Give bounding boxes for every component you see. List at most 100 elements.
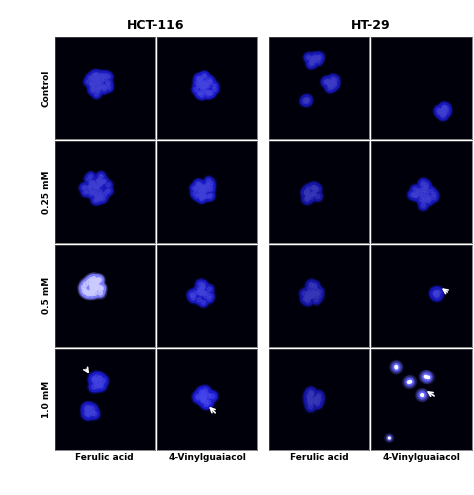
Circle shape: [436, 290, 441, 295]
Circle shape: [98, 375, 109, 386]
Circle shape: [204, 189, 208, 193]
Circle shape: [97, 176, 109, 188]
Circle shape: [86, 184, 97, 196]
Circle shape: [99, 195, 107, 202]
Circle shape: [414, 187, 422, 195]
Circle shape: [195, 287, 205, 297]
Circle shape: [91, 78, 102, 90]
Circle shape: [198, 282, 202, 286]
Circle shape: [93, 175, 105, 187]
Circle shape: [88, 410, 92, 414]
Circle shape: [435, 104, 447, 117]
Circle shape: [203, 180, 212, 190]
Circle shape: [91, 385, 96, 389]
Circle shape: [196, 280, 204, 289]
Circle shape: [300, 187, 312, 199]
Circle shape: [308, 291, 318, 301]
Circle shape: [197, 79, 209, 91]
Circle shape: [201, 82, 210, 91]
Circle shape: [328, 81, 336, 89]
Circle shape: [201, 83, 209, 91]
Circle shape: [419, 185, 428, 195]
Circle shape: [197, 79, 206, 88]
Circle shape: [103, 77, 107, 81]
Circle shape: [302, 187, 312, 197]
Circle shape: [96, 196, 103, 203]
Circle shape: [91, 180, 101, 190]
Circle shape: [98, 287, 101, 291]
Circle shape: [97, 289, 104, 297]
Circle shape: [201, 388, 214, 402]
Circle shape: [197, 288, 207, 297]
Circle shape: [422, 188, 426, 192]
Circle shape: [202, 186, 206, 190]
Circle shape: [89, 87, 97, 95]
Circle shape: [209, 80, 220, 92]
Circle shape: [438, 101, 450, 113]
Circle shape: [91, 189, 99, 197]
Circle shape: [88, 179, 95, 187]
Circle shape: [200, 397, 213, 411]
Circle shape: [422, 200, 426, 204]
Circle shape: [205, 87, 217, 99]
Circle shape: [90, 81, 98, 89]
Circle shape: [317, 394, 321, 398]
Circle shape: [304, 395, 317, 408]
Circle shape: [192, 184, 200, 191]
Circle shape: [201, 82, 205, 86]
Circle shape: [202, 74, 206, 78]
Circle shape: [94, 73, 98, 77]
Circle shape: [424, 192, 434, 202]
Circle shape: [206, 193, 214, 200]
Circle shape: [329, 76, 337, 85]
Circle shape: [203, 85, 207, 89]
Circle shape: [198, 280, 208, 290]
Circle shape: [392, 362, 401, 371]
Circle shape: [97, 71, 105, 79]
Circle shape: [93, 276, 102, 285]
Circle shape: [207, 394, 211, 398]
Circle shape: [90, 409, 99, 418]
Circle shape: [419, 192, 427, 200]
Circle shape: [101, 76, 109, 83]
Circle shape: [92, 186, 100, 194]
Circle shape: [91, 289, 95, 293]
Circle shape: [202, 81, 211, 90]
Circle shape: [435, 291, 439, 295]
Circle shape: [96, 381, 107, 392]
Circle shape: [91, 183, 95, 187]
Circle shape: [90, 189, 99, 198]
Circle shape: [100, 71, 109, 80]
Circle shape: [304, 393, 317, 406]
Circle shape: [316, 195, 320, 198]
Circle shape: [200, 193, 208, 201]
Circle shape: [302, 194, 312, 204]
Circle shape: [442, 103, 450, 112]
Circle shape: [312, 53, 322, 62]
Circle shape: [93, 371, 106, 385]
Circle shape: [207, 182, 215, 190]
Circle shape: [94, 286, 98, 290]
Circle shape: [88, 80, 95, 88]
Circle shape: [200, 85, 204, 89]
Circle shape: [198, 74, 206, 82]
Circle shape: [305, 283, 315, 294]
Circle shape: [323, 77, 332, 87]
Circle shape: [99, 73, 108, 83]
Circle shape: [89, 180, 98, 190]
Circle shape: [308, 58, 316, 66]
Circle shape: [199, 188, 202, 191]
Circle shape: [205, 195, 209, 198]
Circle shape: [95, 374, 104, 383]
Circle shape: [305, 279, 318, 292]
Circle shape: [196, 90, 205, 99]
Circle shape: [431, 289, 440, 298]
Circle shape: [303, 188, 311, 196]
Circle shape: [97, 194, 105, 202]
Circle shape: [97, 177, 106, 187]
Circle shape: [78, 281, 90, 294]
Circle shape: [323, 77, 336, 89]
Circle shape: [306, 395, 315, 404]
Circle shape: [439, 102, 449, 112]
Circle shape: [313, 55, 317, 59]
